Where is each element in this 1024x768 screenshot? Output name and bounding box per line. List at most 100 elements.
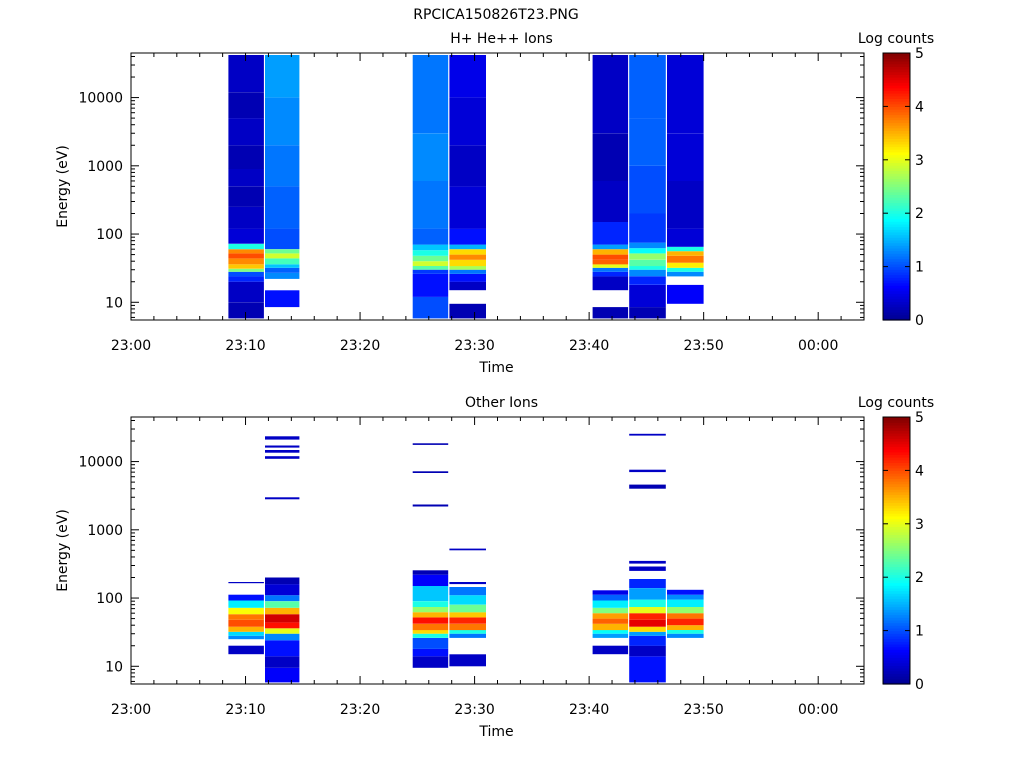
colorbar-gradient-step (883, 481, 910, 485)
heatmap-cell (265, 264, 300, 268)
panels: 23:00 23:10 23:20 23:30 23:40 23:50 00:0010100… (55, 31, 934, 740)
heatmap-cell (228, 264, 264, 269)
colorbar-gradient-step (883, 462, 910, 466)
heatmap-cell (265, 584, 300, 596)
x-tick-label: 23:20 (340, 702, 380, 718)
heatmap-cell (228, 145, 264, 169)
x-tick-label: 23:40 (569, 702, 609, 718)
colorbar-gradient-step (883, 93, 910, 97)
heatmap-cell (228, 281, 264, 303)
colorbar-gradient-step (883, 665, 910, 669)
heatmap-cell (629, 433, 666, 436)
heatmap-cell (667, 613, 704, 619)
figure-title: RPCICA150826T23.PNG (413, 7, 578, 23)
heatmap-cell (449, 630, 486, 634)
heatmap-cell (592, 645, 629, 655)
colorbar-gradient-step (883, 459, 910, 463)
colorbar-gradient-step (883, 66, 910, 70)
heatmap-cell (629, 213, 666, 243)
heatmap-cell (592, 600, 629, 608)
colorbar-gradient-step (883, 611, 910, 616)
panel-h-he-ions: 23:00 23:10 23:20 23:30 23:40 23:50 00:0010100… (55, 31, 934, 376)
colorbar-gradient-step (883, 250, 910, 254)
colorbar-gradient-step (883, 82, 910, 86)
colorbar-gradient-step (883, 178, 910, 182)
heatmap-cell (629, 635, 666, 646)
heatmap-cell (228, 243, 264, 250)
heatmap-cell (265, 267, 300, 273)
heatmap-cell (265, 640, 300, 657)
colorbar-gradient-step (883, 518, 910, 522)
colorbar-gradient-step (883, 443, 910, 447)
colorbar-gradient-step (883, 515, 910, 520)
colorbar-gradient-step (883, 659, 910, 664)
heatmap-cell (592, 590, 629, 595)
colorbar-gradient-step (883, 122, 910, 126)
heatmap-cell (629, 484, 666, 489)
colorbar-gradient-step (883, 470, 910, 474)
heatmap-cell (667, 284, 704, 304)
heatmap-cell (265, 97, 300, 146)
colorbar-gradient-step (883, 85, 910, 89)
heatmap-cells (228, 433, 704, 683)
y-tick-label: 100 (96, 227, 123, 243)
x-tick-label: 23:50 (683, 338, 723, 354)
colorbar-gradient-step (883, 587, 910, 592)
heatmap-cell (228, 645, 264, 655)
colorbar-gradient-step (883, 595, 910, 600)
colorbar-gradient-step (883, 571, 910, 576)
y-tick-label: 10000 (78, 455, 123, 471)
colorbar-gradient-step (883, 226, 910, 230)
colorbar-gradient-step (883, 521, 910, 525)
colorbar-gradient-step (883, 135, 910, 140)
heatmap-cell (629, 656, 666, 683)
colorbar-gradient-step (883, 207, 910, 212)
heatmap-cell (592, 249, 629, 255)
x-axis-label: Time (478, 724, 513, 740)
colorbar-gradient-step (883, 555, 910, 560)
heatmap-cell (265, 577, 300, 585)
heatmap-cell (265, 145, 300, 187)
heatmap-cell (667, 630, 704, 634)
colorbar-gradient-step (883, 673, 910, 677)
colorbar-gradient-step (883, 446, 910, 450)
heatmap-cell (629, 284, 666, 308)
heatmap-cell (629, 560, 666, 564)
colorbar-gradient-step (883, 143, 910, 148)
heatmap-cell (449, 259, 486, 267)
colorbar-gradient-step (883, 162, 910, 166)
colorbar-gradient-step (883, 149, 910, 153)
colorbar-tick-label: 3 (915, 517, 924, 533)
colorbar-gradient-step (883, 271, 910, 276)
colorbar-gradient-step (883, 539, 910, 544)
colorbar-gradient-step (883, 598, 910, 602)
colorbar-gradient-step (883, 95, 910, 99)
heatmap-cell (629, 253, 666, 260)
colorbar-gradient-step (883, 263, 910, 268)
heatmap-cell (412, 638, 449, 649)
heatmap-cell (449, 281, 486, 291)
heatmap-cell (265, 667, 300, 683)
colorbar-label: Log counts (858, 395, 934, 411)
heatmap-cell (449, 623, 486, 631)
heatmap-cell (412, 630, 449, 634)
heatmap-cell (265, 607, 300, 615)
colorbar-gradient-step (883, 277, 910, 281)
heatmap-cell (265, 55, 300, 98)
colorbar-gradient-step (883, 133, 910, 137)
heatmap-cell (265, 497, 300, 500)
colorbar-gradient-step (883, 427, 910, 431)
colorbar-gradient-step (883, 494, 910, 498)
heatmap-cell (412, 633, 449, 638)
colorbar-gradient-step (883, 197, 910, 201)
colorbar-gradient-step (883, 505, 910, 509)
colorbar-frame (882, 52, 911, 321)
colorbar-gradient-step (883, 266, 910, 270)
heatmap-cell (592, 222, 629, 245)
heatmap-cell (449, 604, 486, 613)
heatmap-cell (629, 242, 666, 249)
colorbar-gradient-step (883, 558, 910, 562)
colorbar-gradient-step (883, 194, 910, 198)
heatmap-cell (228, 228, 264, 244)
